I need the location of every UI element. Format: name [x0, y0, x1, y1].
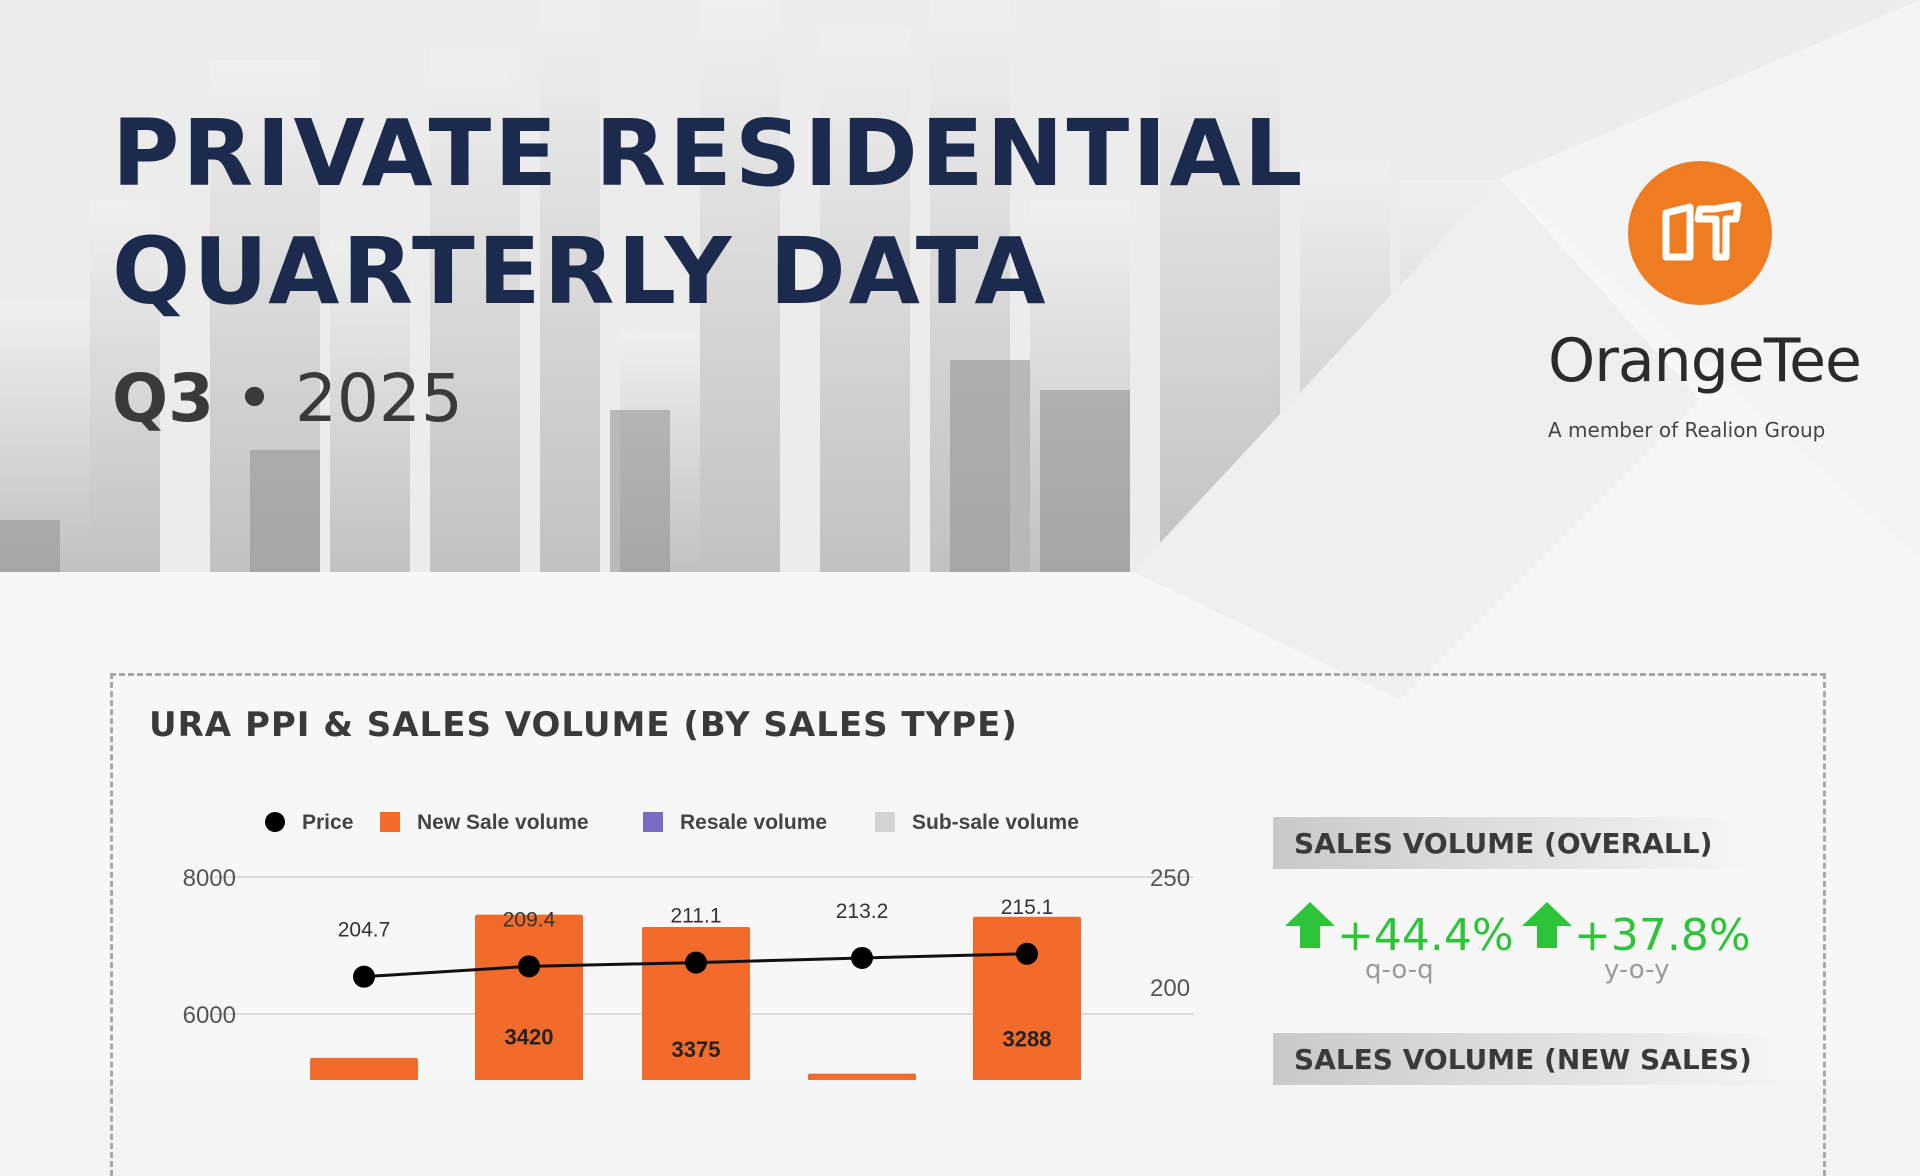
chart-panel: [110, 673, 1826, 1176]
bar-new-sale: [642, 927, 750, 1080]
bar-label: 3288: [1003, 1027, 1052, 1052]
legend-marker-1: [380, 812, 400, 832]
y-left-tick: 6000: [183, 1002, 236, 1029]
price-label: 215.1: [1001, 896, 1054, 919]
kpi-yoy-label: y-o-y: [1604, 955, 1670, 985]
kpi-yoy-value: +37.8%: [1574, 910, 1751, 961]
arrow-up-icon: [1285, 902, 1335, 948]
y-left-tick: 8000: [183, 865, 236, 892]
kpi-new-sales-heading: SALES VOLUME (NEW SALES): [1273, 1033, 1793, 1085]
kpi-qoq-label: q-o-q: [1365, 955, 1434, 985]
y-right-tick: 200: [1150, 975, 1190, 1002]
chart-title: URA PPI & SALES VOLUME (BY SALES TYPE): [149, 705, 1018, 745]
legend-marker-3: [875, 812, 895, 832]
price-label: 209.4: [503, 908, 556, 931]
price-point: [1016, 942, 1038, 965]
price-label: 211.1: [671, 905, 722, 928]
bar-label: 3420: [505, 1025, 554, 1050]
price-point: [685, 951, 707, 974]
kpi-new-sales-heading-text: SALES VOLUME (NEW SALES): [1294, 1043, 1752, 1076]
kpi-qoq-value: +44.4%: [1337, 910, 1514, 961]
orangetee-logo-icon: [1628, 161, 1772, 305]
kpi-overall-heading: SALES VOLUME (OVERALL): [1273, 817, 1753, 869]
legend-label: Sub-sale volume: [912, 811, 1079, 834]
title-line-1: PRIVATE RESIDENTIAL: [112, 100, 1306, 207]
price-label: 204.7: [338, 919, 391, 942]
arrow-up-icon: [1522, 902, 1572, 948]
kpi-yoy: +37.8%: [1520, 900, 1751, 961]
bar-label: 3375: [672, 1037, 721, 1062]
chart: Price New Sale volume Resale volume Sub-sal…: [183, 811, 1194, 1080]
bar-new-sale: [310, 1057, 418, 1080]
legend-marker-2: [643, 812, 663, 832]
legend-label: New Sale volume: [417, 811, 589, 834]
y-right-tick: 250: [1150, 865, 1190, 892]
separator: •: [235, 360, 274, 437]
bar-new-sale: [475, 914, 583, 1080]
period: Q3 • 2025: [112, 366, 463, 432]
brand-name: OrangeTee: [1548, 326, 1862, 396]
bar-new-sale: [973, 916, 1081, 1080]
kpi-qoq: +44.4%: [1283, 900, 1514, 961]
title-line-2: QUARTERLY DATA: [112, 218, 1049, 325]
year: 2025: [294, 360, 463, 437]
legend-label: Price: [302, 811, 353, 834]
price-point: [353, 965, 375, 988]
kpi-overall-heading-text: SALES VOLUME (OVERALL): [1294, 827, 1713, 860]
quarter: Q3: [112, 360, 215, 437]
legend-price-marker: [265, 812, 285, 832]
brand-tagline: A member of Realion Group: [1548, 418, 1826, 442]
price-point: [518, 955, 540, 978]
bar-new-sale: [808, 1073, 916, 1080]
price-point: [851, 946, 873, 969]
legend-label: Resale volume: [680, 811, 827, 834]
price-label: 213.2: [836, 900, 889, 923]
